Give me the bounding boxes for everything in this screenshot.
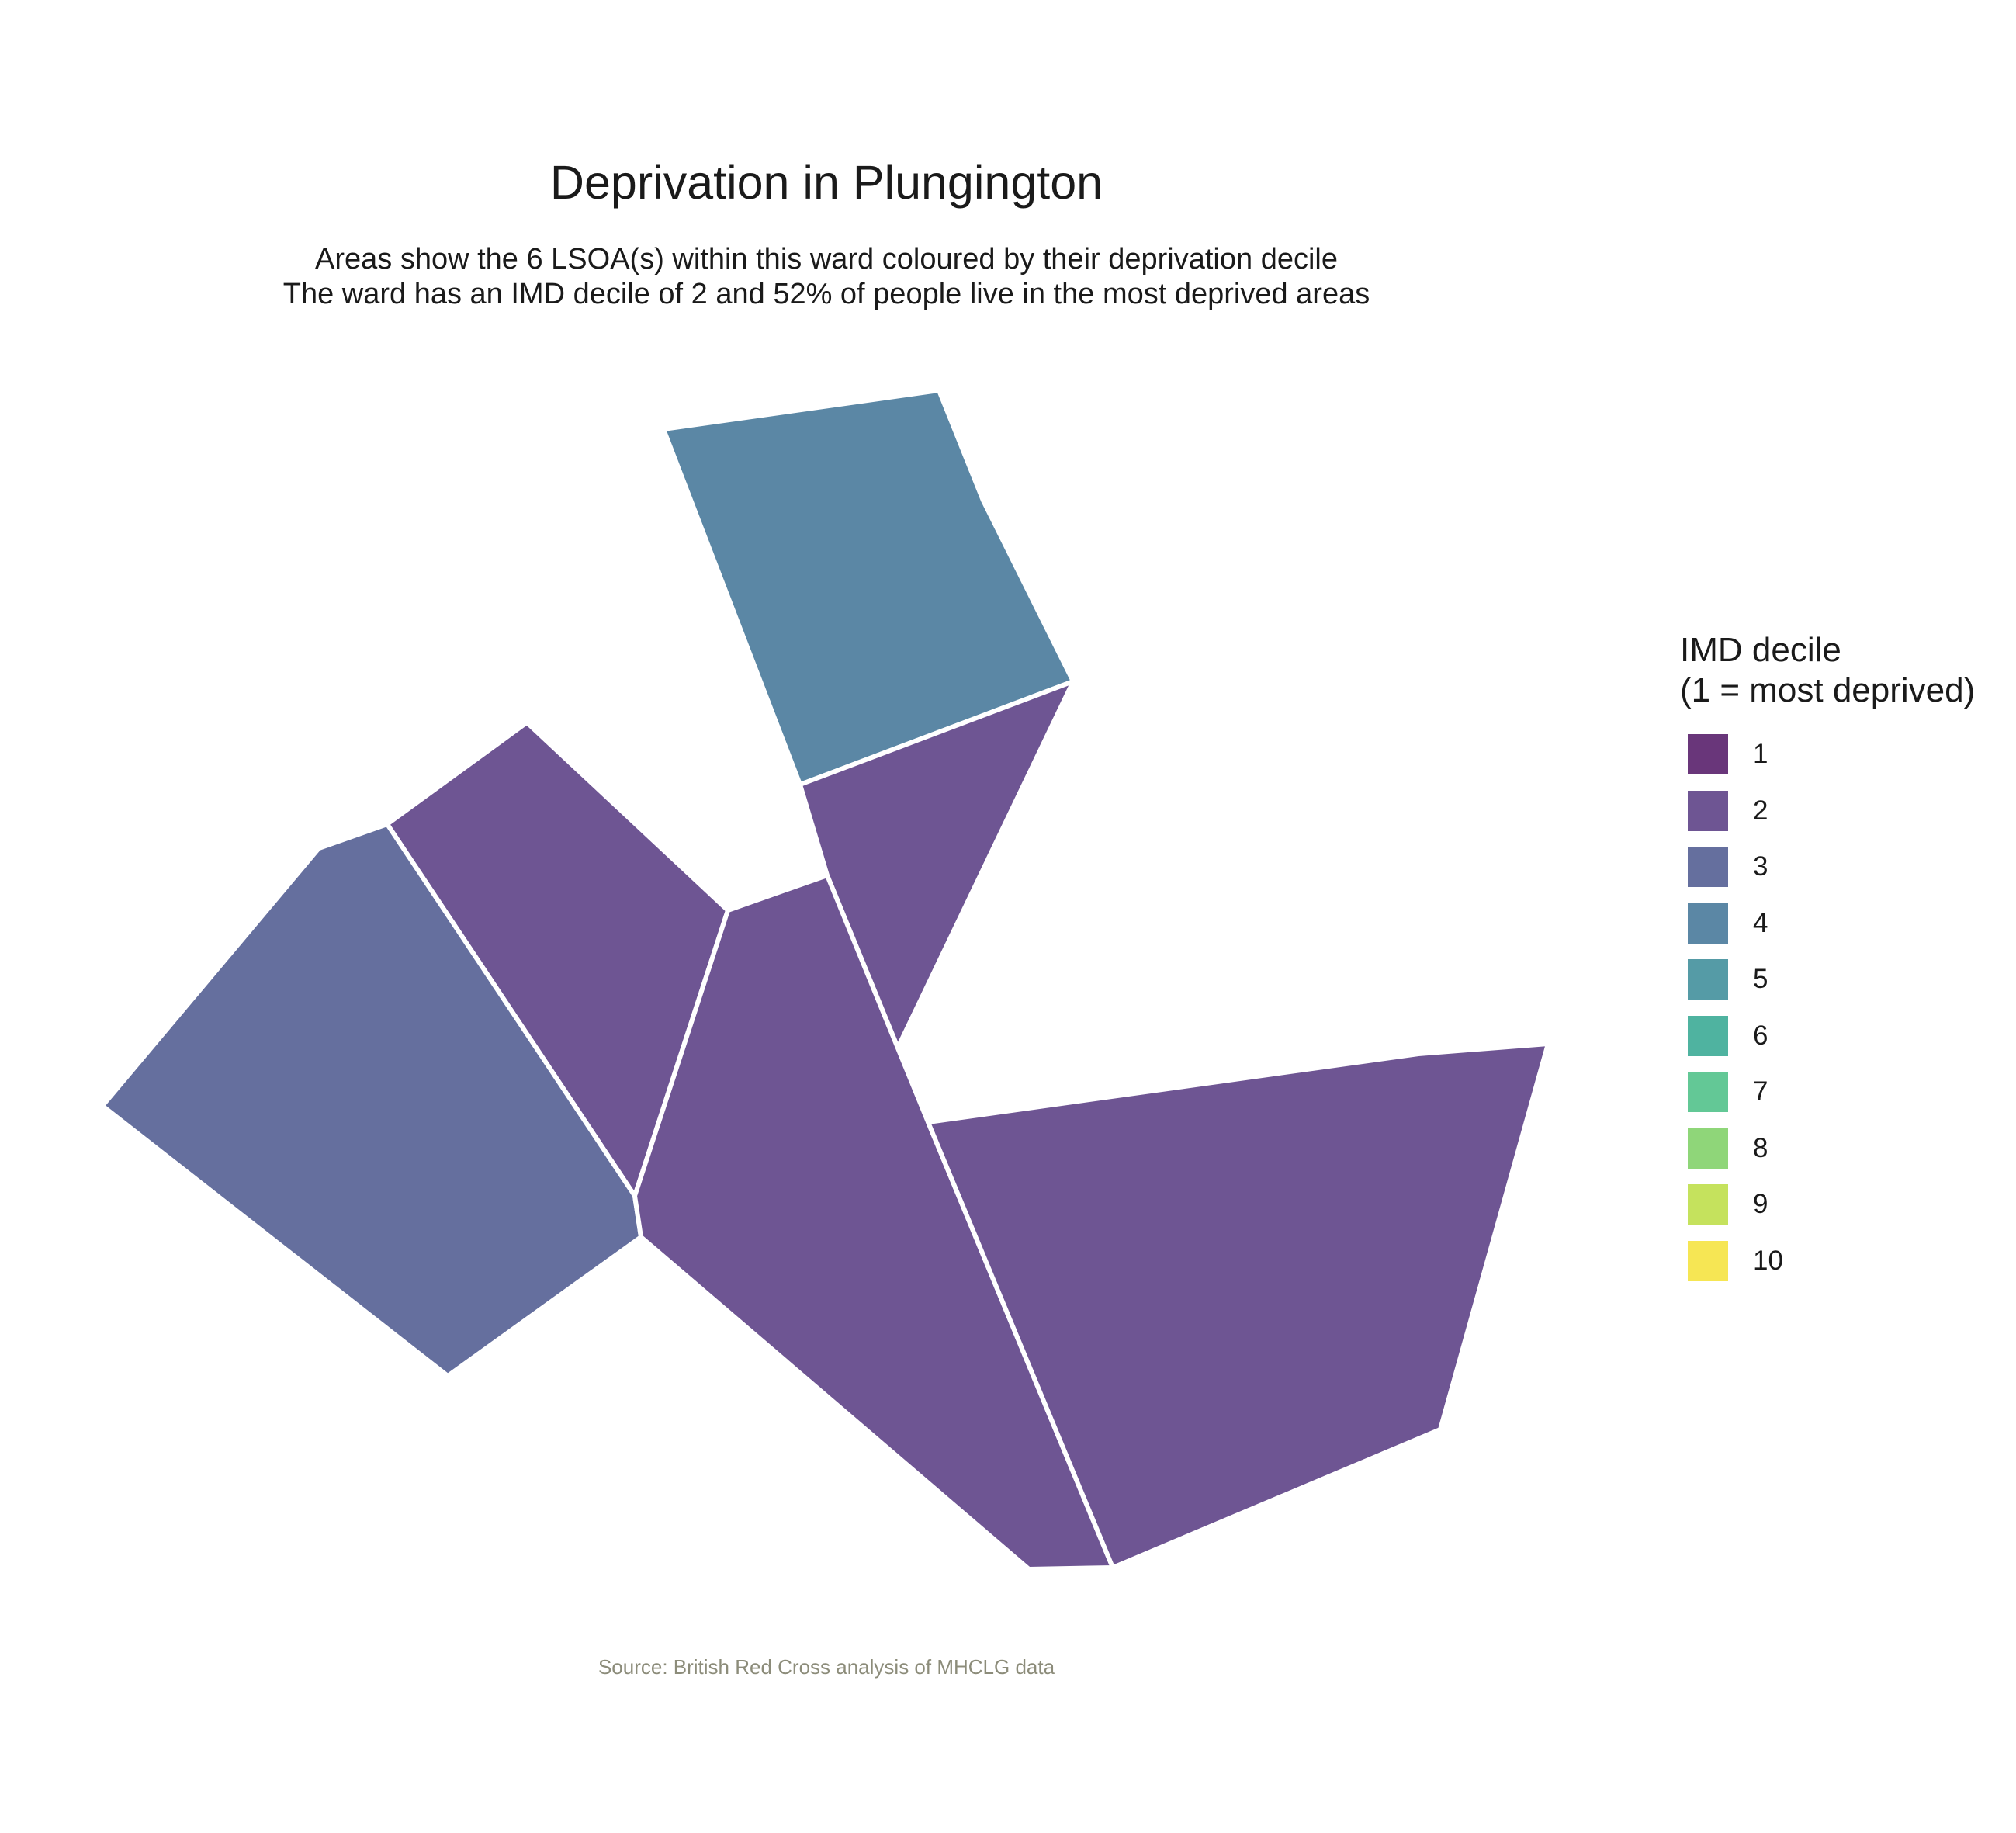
map-subtitle-line-2: The ward has an IMD decile of 2 and 52% … [282,278,1370,310]
legend-swatch [1688,1072,1728,1113]
legend-item: 3 [1680,839,1975,896]
source-caption: Source: British Red Cross analysis of MH… [598,1655,1055,1679]
legend-item: 10 [1680,1233,1975,1290]
legend-label: 7 [1753,1076,1768,1107]
legend-item: 7 [1680,1064,1975,1121]
legend-label: 4 [1753,907,1768,938]
legend-item: 5 [1680,951,1975,1008]
lsoa-north[interactable] [661,388,1076,787]
legend-label: 3 [1753,851,1768,882]
legend-items: 1 2 3 4 5 6 7 8 [1680,726,1975,1289]
legend-label: 2 [1753,795,1768,826]
lsoa-center[interactable] [632,873,1115,1571]
legend-item: 8 [1680,1121,1975,1177]
legend-label: 1 [1753,739,1768,770]
legend-swatch [1688,903,1728,944]
legend-swatch [1688,1184,1728,1225]
legend-label: 9 [1753,1189,1768,1220]
legend-label: 10 [1753,1245,1783,1276]
map-title: Deprivation in Plungington [549,156,1103,209]
legend-swatch [1688,959,1728,1000]
map-subtitle-line-1: Areas show the 6 LSOA(s) within this war… [315,243,1338,275]
legend-title: IMD decile (1 = most deprived) [1680,631,1976,709]
lsoa-east[interactable] [926,1041,1550,1570]
legend-item: 6 [1680,1008,1975,1065]
legend-item: 9 [1680,1176,1975,1233]
legend-swatch [1688,847,1728,888]
legend-label: 8 [1753,1132,1768,1163]
legend-label: 6 [1753,1020,1768,1051]
legend-item: 2 [1680,783,1975,840]
legend-swatch [1688,790,1728,831]
legend-item: 4 [1680,896,1975,952]
legend-item: 1 [1680,726,1975,783]
legend-swatch [1688,734,1728,775]
legend-swatch [1688,1015,1728,1056]
legend-label: 5 [1753,964,1768,995]
legend-swatch [1688,1128,1728,1169]
legend-swatch [1688,1240,1728,1281]
legend: IMD decile (1 = most deprived) 1 2 3 4 5… [1680,630,1975,1289]
